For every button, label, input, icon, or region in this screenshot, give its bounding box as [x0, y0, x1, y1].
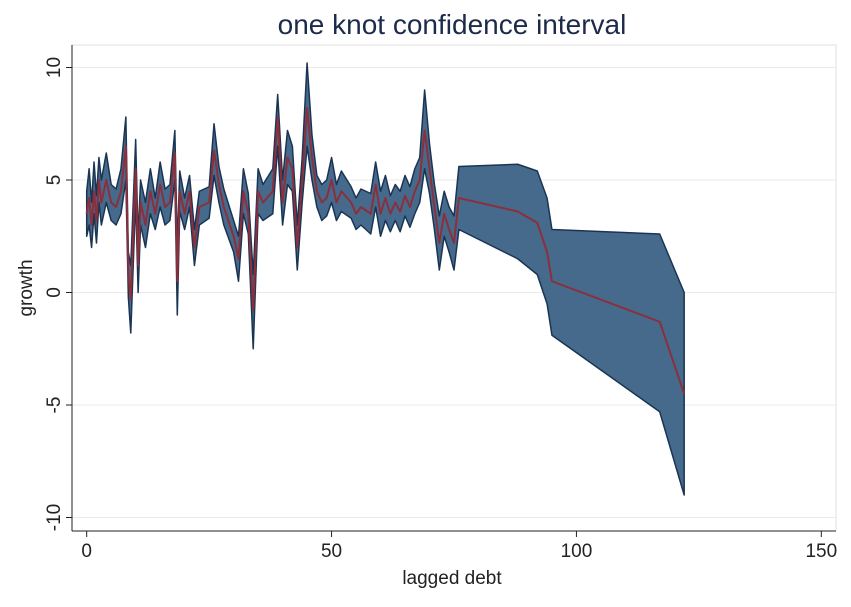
chart-title: one knot confidence interval	[278, 9, 627, 40]
fit-line	[85, 107, 686, 395]
y-tick-label: 10	[44, 57, 65, 78]
x-axis-label: lagged debt	[402, 568, 502, 589]
y-tick-label: -5	[44, 397, 65, 414]
x-tick-label: 50	[321, 541, 342, 562]
y-axis-label: growth	[16, 259, 37, 316]
confidence-band	[85, 62, 685, 496]
x-tick-label: 100	[561, 541, 593, 562]
y-tick-label: -10	[44, 504, 65, 531]
y-tick-label: 5	[44, 175, 65, 186]
plot-area	[71, 44, 837, 532]
x-tick-label: 150	[805, 541, 837, 562]
y-tick-label: 0	[44, 287, 65, 298]
x-tick-label: 0	[81, 541, 92, 562]
